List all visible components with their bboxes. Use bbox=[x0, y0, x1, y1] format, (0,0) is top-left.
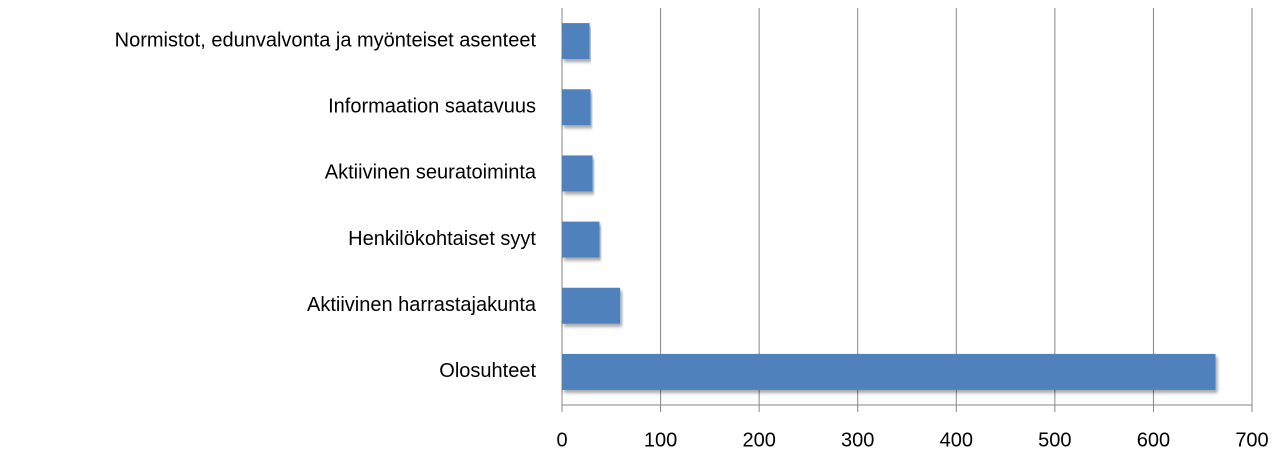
y-tick-label: Normistot, edunvalvonta ja myönteiset as… bbox=[115, 29, 537, 51]
x-tick-label: 200 bbox=[742, 429, 775, 451]
x-tick-label: 400 bbox=[940, 429, 973, 451]
bar bbox=[562, 23, 590, 60]
x-tick-label: 100 bbox=[644, 429, 677, 451]
y-tick-label: Olosuhteet bbox=[439, 360, 536, 382]
x-tick-label: 600 bbox=[1137, 429, 1170, 451]
x-tick-label: 500 bbox=[1038, 429, 1071, 451]
y-tick-label: Henkilökohtaiset syyt bbox=[348, 228, 536, 250]
bar bbox=[562, 221, 600, 258]
y-tick-label: Aktiivinen seuratoiminta bbox=[325, 162, 537, 184]
y-tick-label: Aktiivinen harrastajakunta bbox=[307, 294, 537, 316]
y-tick-label: Informaation saatavuus bbox=[328, 96, 536, 118]
bar bbox=[562, 287, 621, 324]
bar bbox=[562, 155, 593, 192]
x-tick-label: 300 bbox=[841, 429, 874, 451]
x-tick-label: 0 bbox=[556, 429, 567, 451]
bar bbox=[562, 89, 591, 126]
x-tick-label: 700 bbox=[1235, 429, 1268, 451]
bar bbox=[562, 353, 1216, 390]
